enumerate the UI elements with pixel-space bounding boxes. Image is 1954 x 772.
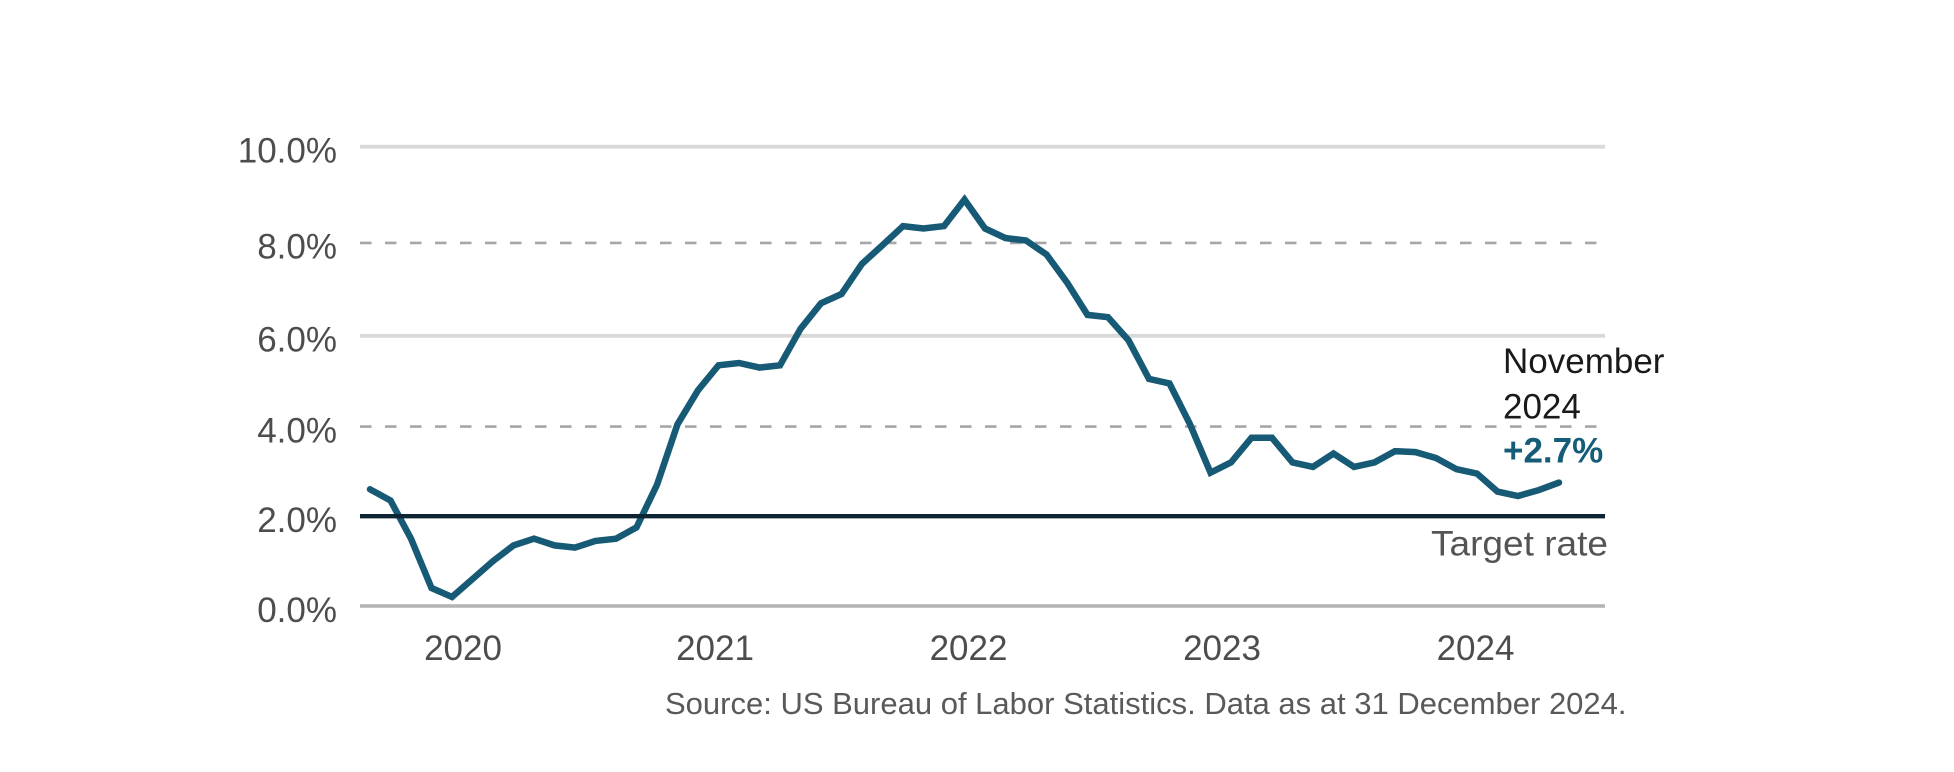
svg-text:6.0%: 6.0% [257,321,337,360]
svg-text:4.0%: 4.0% [257,411,337,450]
svg-text:0.0%: 0.0% [257,591,337,630]
svg-text:Source: US Bureau of Labor Sta: Source: US Bureau of Labor Statistics. D… [665,686,1627,721]
svg-text:2021: 2021 [676,629,754,668]
svg-text:2024: 2024 [1503,387,1581,426]
svg-text:10.0%: 10.0% [238,132,337,171]
svg-text:2024: 2024 [1437,629,1515,668]
svg-text:Target rate: Target rate [1431,525,1608,564]
svg-text:2022: 2022 [930,629,1008,668]
svg-text:2020: 2020 [424,629,502,668]
svg-text:+2.7%: +2.7% [1503,431,1603,470]
svg-text:November: November [1503,342,1665,381]
svg-text:8.0%: 8.0% [257,228,337,267]
svg-text:2023: 2023 [1183,629,1261,668]
svg-text:2.0%: 2.0% [257,501,337,540]
